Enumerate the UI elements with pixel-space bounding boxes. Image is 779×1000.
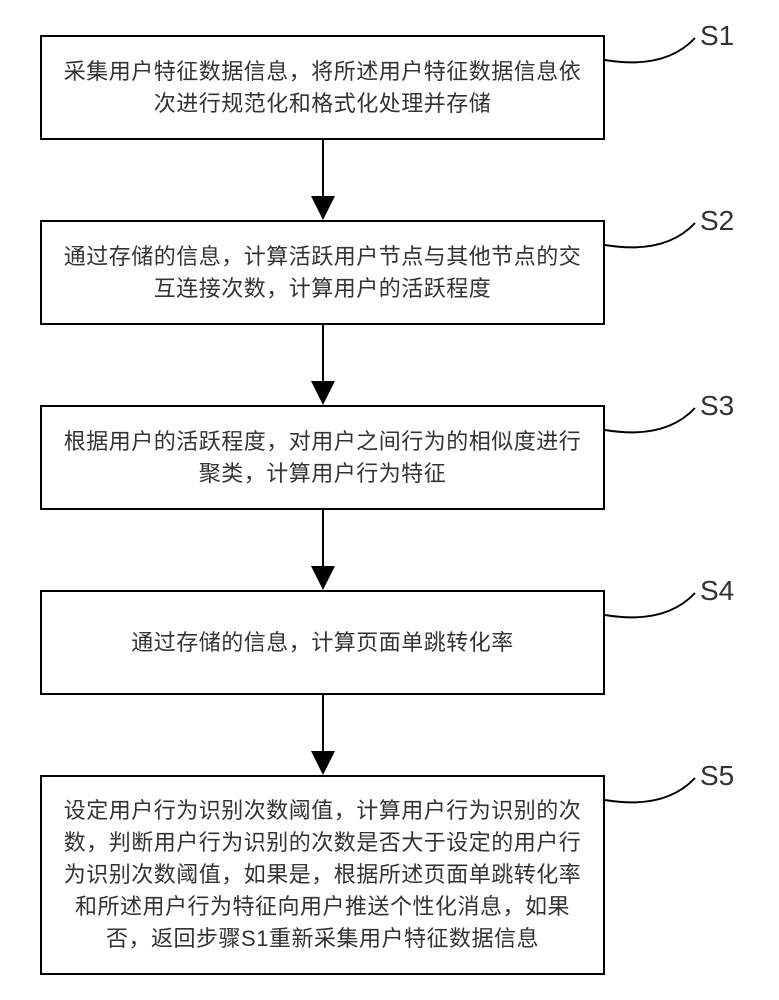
flow-arrow-s4-s5 [0,0,779,1000]
